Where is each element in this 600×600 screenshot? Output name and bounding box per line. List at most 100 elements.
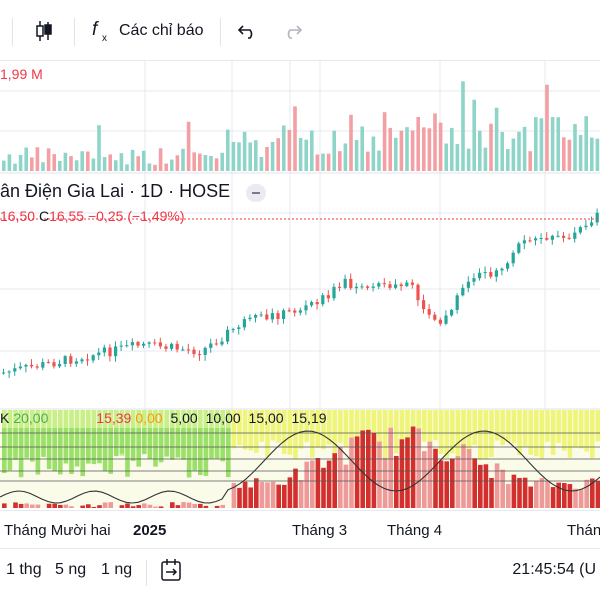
indicator-bar [394,455,399,508]
indicator-band [595,410,600,442]
symbol-legend-title[interactable]: ân Điện Gia Lai · 1D · HOSE [0,181,231,201]
indicator-band [578,410,584,449]
indicator-bar [416,428,421,508]
indicator-bar [18,503,24,508]
volume-bar [18,154,23,171]
volume-bar [394,137,398,171]
indicator-band [164,428,169,457]
volume-bar [248,142,252,171]
candle-body [198,354,202,356]
time-axis[interactable]: Tháng Mười hai 2025 Tháng 3 Tháng 4 Thán [0,510,600,548]
candle-body [30,364,34,367]
indicator-band [590,410,595,459]
indicator-value: 20,00 [13,410,49,426]
indicator-bar [192,503,197,508]
volume-bar [500,131,504,171]
candle-body [360,286,364,288]
range-button-1-day[interactable]: 1 ng [101,561,133,578]
indicator-band [427,410,433,444]
volume-bar [556,117,560,171]
indicator-band [522,410,528,448]
indicator-bar [119,505,125,508]
candle-body [371,286,375,288]
indicator-band [18,428,24,478]
range-button-5-days[interactable]: 5 ng [55,561,87,578]
candle-body [595,212,599,223]
indicator-band [220,410,225,444]
range-button-1-month[interactable]: 1 thg [6,561,42,578]
volume-bar [315,154,320,171]
indicator-bar [203,505,209,508]
volume-bar [466,148,471,171]
main-chart-canvas[interactable] [0,61,600,511]
redo-button[interactable] [282,14,306,48]
indicator-band [528,410,533,455]
indicator-band [321,410,326,450]
volume-bar [46,148,51,171]
clock-timezone[interactable]: 21:45:54 (U [512,561,596,578]
indicator-band [125,428,130,477]
change-value: −0,25 (−1,49%) [88,208,185,224]
indicator-band [147,428,153,460]
candle-body [500,268,504,271]
volume-bar [326,153,331,171]
indicator-bar [590,478,595,508]
indicator-band [41,428,46,457]
candle-body [578,227,582,233]
volume-bar [450,127,454,171]
indicators-button[interactable]: f x Các chỉ báo [90,14,204,48]
undo-button[interactable] [238,14,262,48]
indicator-band [130,428,136,461]
indicator-legend[interactable]: K 20,00 15,39 0,00 5,00 10,00 15,00 15,19 [0,410,331,426]
date-range-button[interactable] [160,558,184,589]
volume-bar [242,131,247,171]
indicator-bar [567,484,573,508]
candle-body [242,319,246,328]
legend-collapse-button[interactable] [246,184,266,202]
indicator-bar [310,460,315,508]
indicator-band [226,428,231,478]
indicator-band [237,410,242,445]
volume-bar [416,116,420,171]
indicator-band [142,410,147,446]
candle-body [304,305,308,311]
volume-bar [74,160,79,171]
volume-bar [349,114,353,171]
ohlc-partial-value: 16,50 [0,208,36,224]
candle-body [298,310,302,313]
volume-bar [114,160,118,171]
candle-body [192,349,196,355]
indicator-band [58,428,63,475]
indicator-bar [147,504,153,508]
indicator-band [52,428,57,472]
candle-body [226,329,230,342]
toolbar-separator [220,18,221,46]
indicator-key: K [0,410,10,426]
indicator-bar [80,505,85,508]
candle-body [573,232,577,239]
indicator-bar [315,458,321,508]
volume-bar [209,155,213,171]
indicator-band [91,410,97,446]
indicator-band [125,410,130,446]
time-axis-label: Tháng 4 [387,522,443,539]
candle-body [35,366,39,368]
indicator-bar [478,464,483,508]
indicator-band [108,410,113,441]
candle-body [209,343,213,348]
volume-bar [578,134,583,171]
indicator-bar [494,463,500,508]
indicator-band [142,428,147,455]
volume-bar [231,141,236,171]
indicator-band [170,428,175,460]
candle-body [522,240,526,244]
indicator-bar [248,487,253,508]
volume-bar [489,123,493,171]
candle-body [562,235,566,238]
indicator-band [556,410,561,443]
volume-bar [136,156,140,171]
volume-bar [343,143,348,171]
indicator-bar [24,503,29,508]
chart-type-button[interactable] [32,14,60,48]
indicator-bar [371,433,377,508]
